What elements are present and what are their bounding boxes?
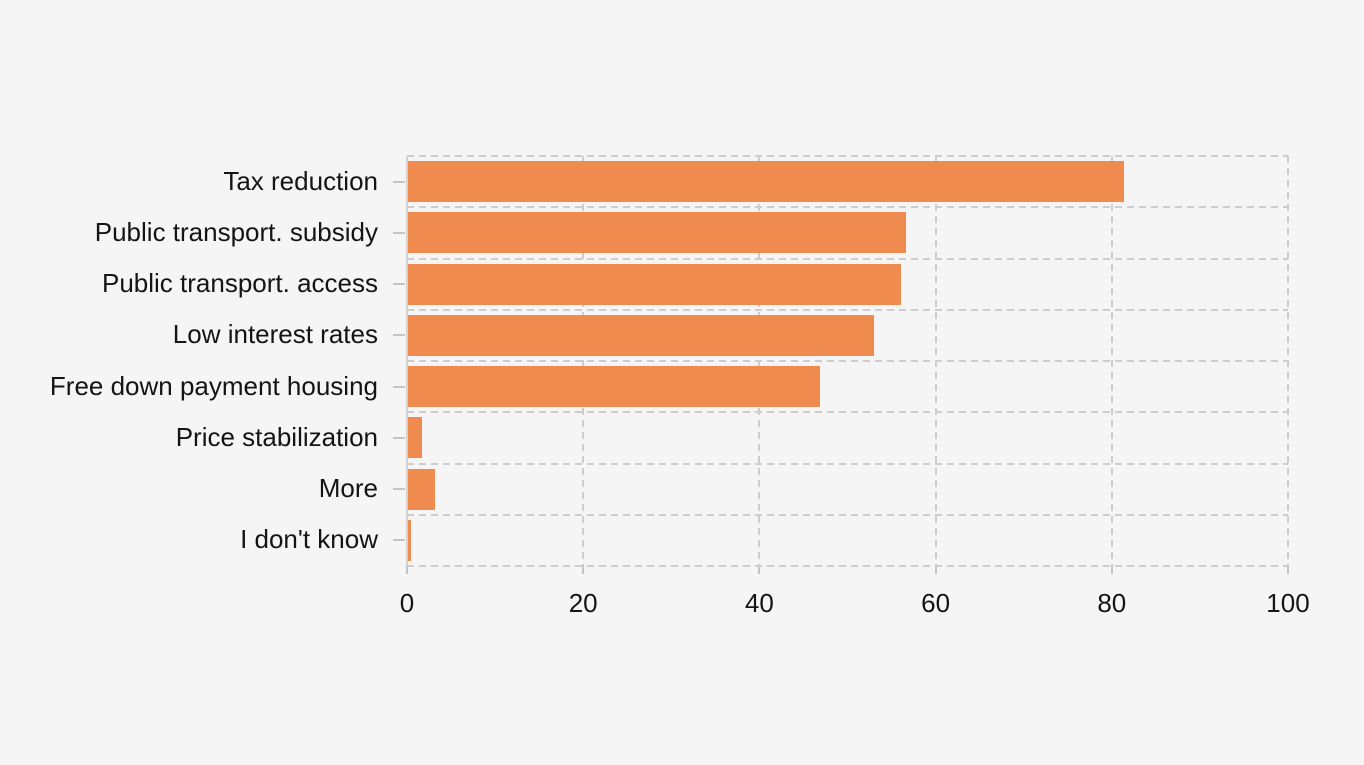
gridline-horizontal (407, 360, 1288, 362)
bar (407, 469, 435, 510)
x-tick-mark (758, 566, 760, 574)
x-tick-label: 20 (568, 588, 598, 618)
bar (407, 417, 422, 458)
y-tick-mark (393, 283, 405, 285)
x-tick-label: 60 (921, 588, 951, 618)
x-tick-mark (1111, 566, 1113, 574)
bar (407, 366, 820, 407)
gridline-horizontal (407, 155, 1288, 157)
y-tick-mark (393, 437, 405, 439)
category-label: Low interest rates (172, 319, 378, 350)
plot-area (393, 155, 1289, 574)
gridline-horizontal (407, 206, 1288, 208)
gridline-vertical (935, 156, 937, 566)
category-label: Public transport. subsidy (94, 216, 378, 247)
gridline-horizontal (407, 514, 1288, 516)
x-tick-label: 0 (399, 588, 415, 618)
x-tick-mark (1287, 566, 1289, 574)
y-tick-mark (393, 386, 405, 388)
x-tick-label: 40 (744, 588, 774, 618)
x-tick-mark (582, 566, 584, 574)
bar (407, 315, 874, 356)
y-tick-mark (393, 181, 405, 183)
category-label: Price stabilization (175, 421, 378, 452)
category-label: Public transport. access (101, 267, 378, 298)
y-tick-mark (393, 334, 405, 336)
gridline-horizontal (407, 565, 1288, 567)
category-label: I don't know (240, 524, 378, 555)
gridline-horizontal (407, 258, 1288, 260)
bar (407, 520, 411, 561)
category-label: Tax reduction (223, 165, 378, 196)
gridline-vertical (1287, 156, 1289, 566)
category-label: Free down payment housing (49, 370, 378, 401)
category-label: More (318, 472, 378, 503)
gridline-horizontal (407, 309, 1288, 311)
bar (407, 212, 906, 253)
gridline-vertical (758, 156, 760, 566)
x-tick-label: 100 (1266, 588, 1310, 618)
gridline-horizontal (407, 463, 1288, 465)
gridline-vertical (582, 156, 584, 566)
bar (407, 264, 901, 305)
gridline-vertical (1111, 156, 1113, 566)
category-labels: Tax reduction Public transport. subsidy Pu… (0, 156, 378, 566)
y-tick-mark (393, 539, 405, 541)
y-tick-mark (393, 232, 405, 234)
x-tick-mark (406, 566, 408, 574)
x-tick-label: 80 (1097, 588, 1127, 618)
bar (407, 161, 1124, 202)
gridline-horizontal (407, 411, 1288, 413)
y-axis-spine (406, 156, 408, 566)
x-tick-mark (935, 566, 937, 574)
y-tick-mark (393, 488, 405, 490)
